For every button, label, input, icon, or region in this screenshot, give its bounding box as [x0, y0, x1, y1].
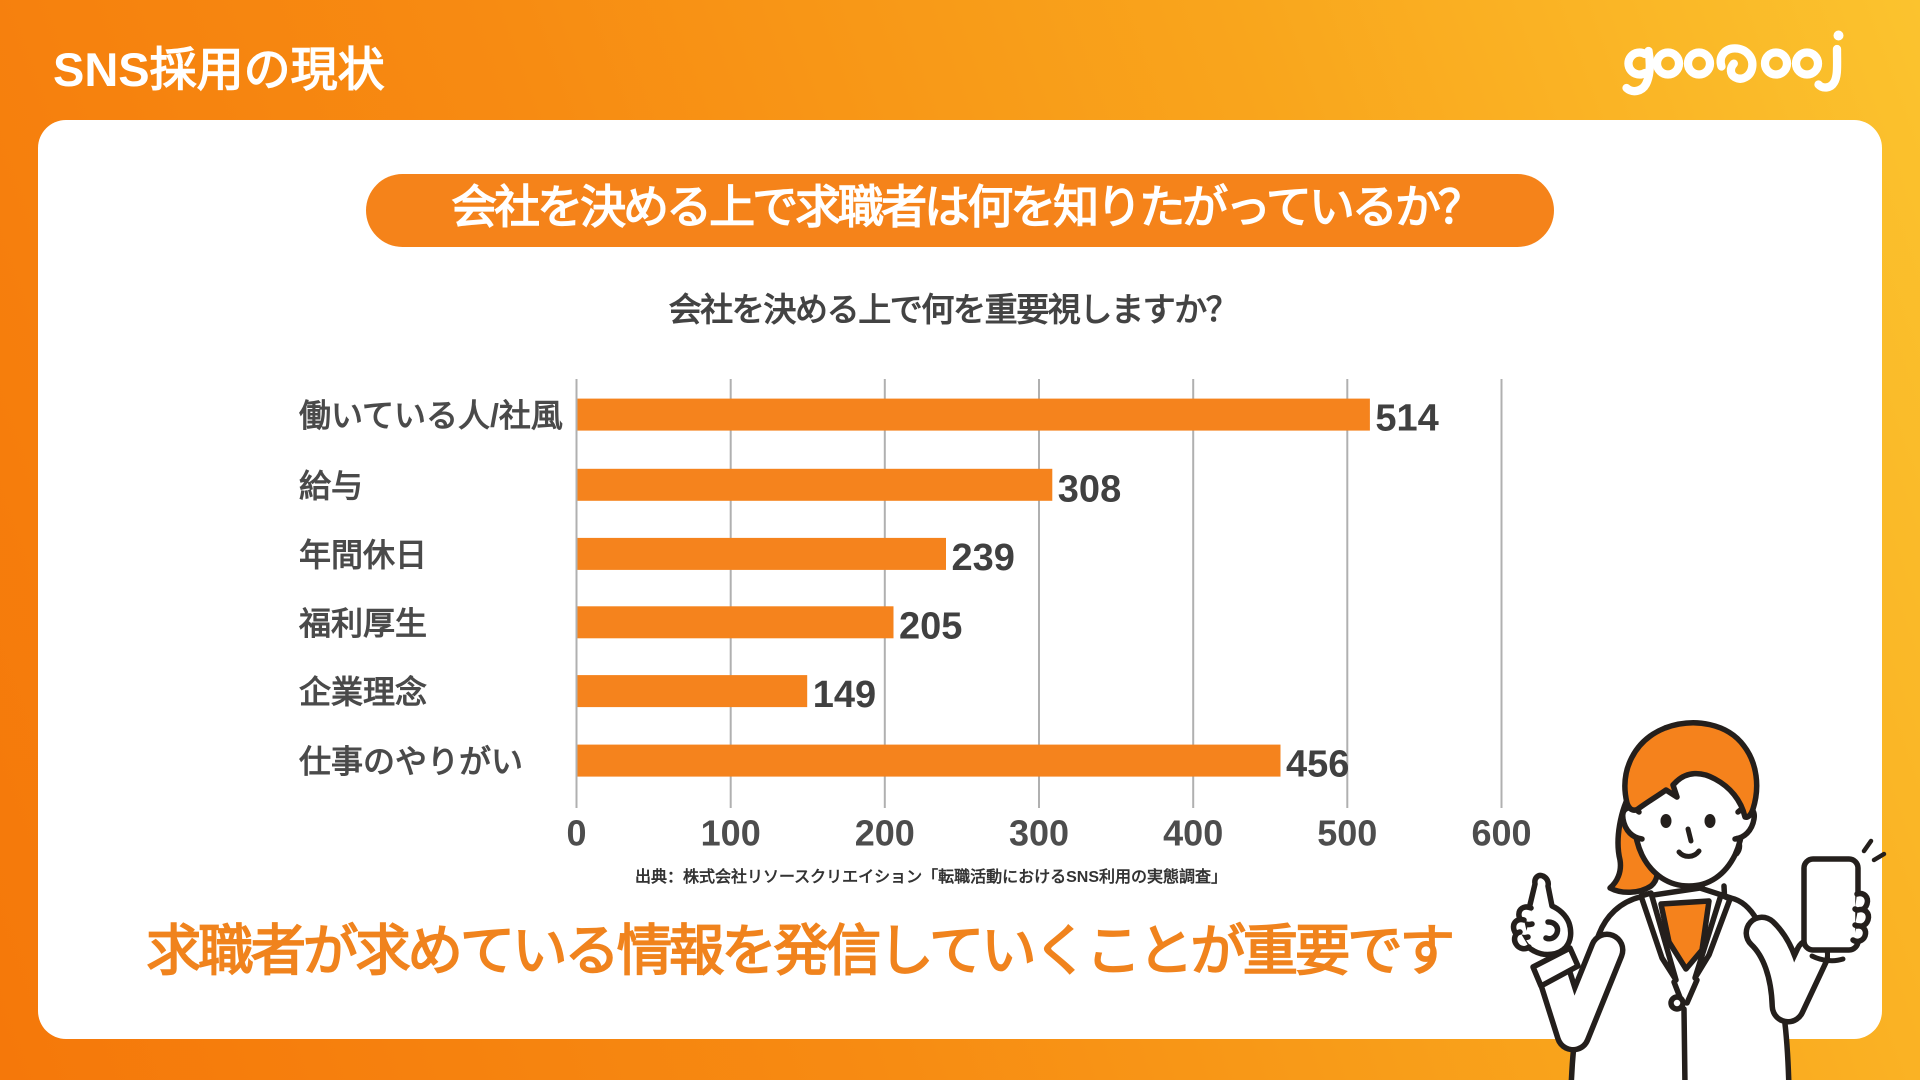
svg-text:500: 500 — [1317, 813, 1377, 854]
svg-text:514: 514 — [1375, 398, 1438, 440]
svg-text:239: 239 — [952, 537, 1015, 579]
svg-text:給与: 給与 — [299, 468, 363, 504]
svg-text:仕事のやりがい: 仕事のやりがい — [299, 744, 523, 780]
svg-text:0: 0 — [566, 813, 586, 854]
svg-text:企業理念: 企業理念 — [299, 674, 427, 710]
svg-text:600: 600 — [1471, 813, 1531, 854]
svg-text:400: 400 — [1163, 813, 1223, 854]
svg-text:福利厚生: 福利厚生 — [298, 605, 427, 641]
svg-text:200: 200 — [855, 813, 915, 854]
svg-text:働いている人/社風: 働いている人/社風 — [299, 398, 563, 434]
svg-text:300: 300 — [1009, 813, 1069, 854]
svg-text:149: 149 — [813, 674, 876, 716]
svg-text:456: 456 — [1286, 744, 1349, 786]
svg-text:年間休日: 年間休日 — [299, 537, 427, 573]
svg-text:308: 308 — [1058, 468, 1121, 510]
svg-text:205: 205 — [899, 605, 962, 647]
svg-text:100: 100 — [701, 813, 761, 854]
